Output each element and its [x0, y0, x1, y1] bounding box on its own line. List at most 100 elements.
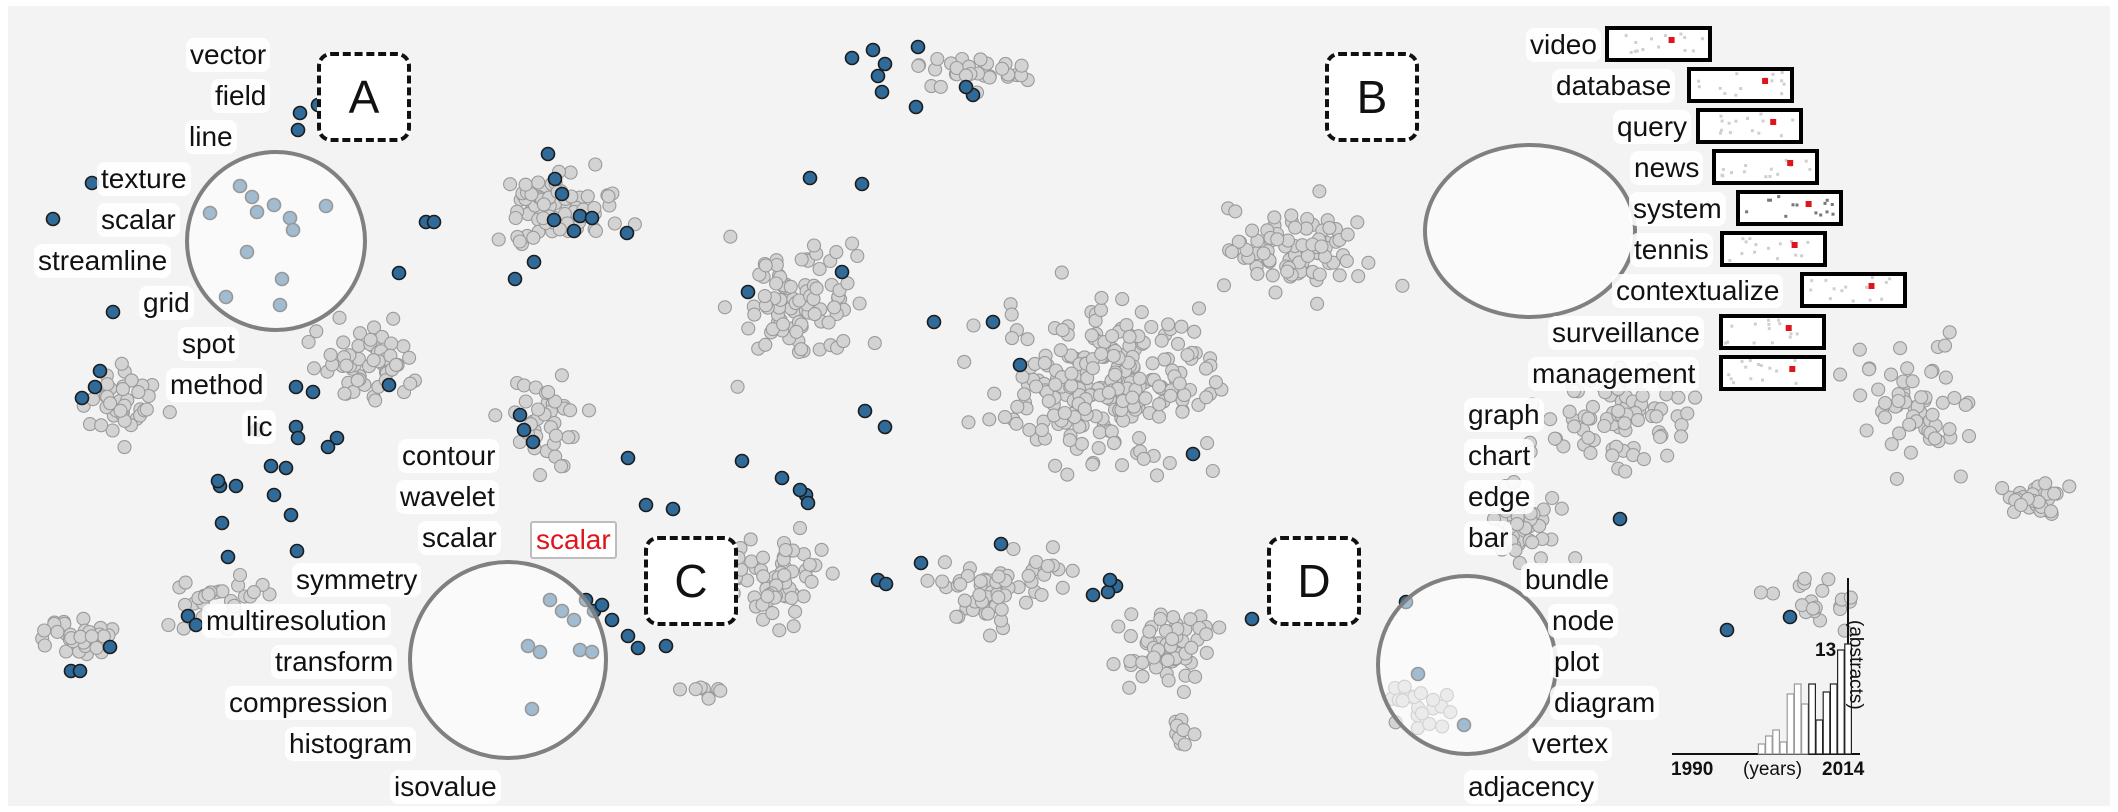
selected-point[interactable]	[105, 304, 121, 320]
point[interactable]	[1092, 425, 1107, 440]
point[interactable]	[1270, 232, 1285, 247]
point[interactable]	[920, 573, 935, 588]
point[interactable]	[1188, 669, 1203, 684]
point[interactable]	[363, 332, 378, 347]
term-video[interactable]: video	[1526, 28, 1601, 62]
point[interactable]	[1132, 371, 1147, 386]
selected-point[interactable]	[512, 407, 528, 423]
lens-d[interactable]	[1376, 574, 1558, 756]
point[interactable]	[802, 557, 817, 572]
point[interactable]	[1034, 587, 1049, 602]
point[interactable]	[76, 611, 91, 626]
selected-point[interactable]	[305, 384, 321, 400]
point[interactable]	[1154, 333, 1169, 348]
point[interactable]	[1135, 655, 1150, 670]
point[interactable]	[1200, 436, 1215, 451]
selected-point[interactable]	[619, 225, 635, 241]
point[interactable]	[756, 569, 771, 584]
point[interactable]	[852, 296, 867, 311]
point[interactable]	[201, 587, 216, 602]
selected-point[interactable]	[572, 208, 588, 224]
point[interactable]	[131, 385, 146, 400]
point[interactable]	[117, 440, 132, 455]
point[interactable]	[1543, 412, 1558, 427]
point[interactable]	[794, 252, 809, 267]
term-query[interactable]: query	[1613, 110, 1692, 144]
point[interactable]	[1859, 423, 1874, 438]
selected-point[interactable]	[926, 314, 942, 330]
term-line[interactable]: line	[185, 120, 237, 154]
point[interactable]	[588, 157, 603, 172]
point[interactable]	[688, 682, 703, 697]
point[interactable]	[1161, 673, 1176, 688]
point[interactable]	[1268, 285, 1283, 300]
point[interactable]	[580, 189, 595, 204]
point[interactable]	[972, 587, 987, 603]
selected-point[interactable]	[740, 284, 756, 300]
point[interactable]	[1935, 395, 1950, 410]
point[interactable]	[982, 412, 997, 427]
point[interactable]	[1212, 620, 1227, 635]
point[interactable]	[531, 175, 546, 190]
point[interactable]	[2062, 479, 2077, 494]
selected-point[interactable]	[188, 617, 204, 633]
point[interactable]	[966, 318, 981, 333]
point[interactable]	[1151, 409, 1167, 424]
point[interactable]	[548, 394, 563, 409]
point[interactable]	[1084, 328, 1099, 343]
point[interactable]	[1014, 58, 1029, 73]
point[interactable]	[561, 430, 576, 445]
selected-point[interactable]	[566, 223, 582, 239]
point[interactable]	[701, 691, 716, 706]
point[interactable]	[1111, 619, 1126, 634]
point[interactable]	[1332, 268, 1347, 283]
point[interactable]	[105, 423, 120, 438]
selected-point[interactable]	[263, 458, 279, 474]
point[interactable]	[336, 335, 351, 350]
point[interactable]	[1009, 416, 1024, 431]
point[interactable]	[1280, 264, 1295, 279]
point[interactable]	[1581, 411, 1596, 426]
selected-point[interactable]	[865, 42, 881, 58]
point[interactable]	[825, 566, 840, 581]
point[interactable]	[114, 356, 129, 371]
point[interactable]	[100, 377, 115, 392]
point[interactable]	[1216, 278, 1232, 293]
point[interactable]	[806, 238, 822, 253]
point[interactable]	[1228, 204, 1243, 219]
point[interactable]	[980, 606, 996, 621]
point[interactable]	[541, 385, 556, 400]
point[interactable]	[765, 606, 780, 621]
point[interactable]	[1085, 361, 1100, 376]
point[interactable]	[124, 373, 139, 388]
point[interactable]	[1060, 467, 1075, 482]
point[interactable]	[1199, 645, 1214, 660]
point[interactable]	[953, 577, 968, 592]
point[interactable]	[1871, 382, 1886, 397]
point[interactable]	[389, 357, 404, 372]
point[interactable]	[757, 289, 772, 304]
selected-point[interactable]	[516, 422, 532, 438]
selected-point[interactable]	[658, 638, 674, 654]
point[interactable]	[526, 230, 541, 245]
point[interactable]	[1053, 343, 1068, 358]
point[interactable]	[1893, 341, 1908, 356]
point[interactable]	[760, 589, 775, 604]
point[interactable]	[512, 234, 527, 249]
selected-point[interactable]	[1244, 611, 1260, 627]
point[interactable]	[1187, 727, 1202, 742]
term-scalar-a[interactable]: scalar	[97, 203, 180, 237]
point[interactable]	[1094, 290, 1109, 305]
point[interactable]	[1852, 342, 1867, 357]
point[interactable]	[1093, 302, 1109, 318]
selected-point[interactable]	[877, 419, 893, 435]
selected-point[interactable]	[290, 122, 306, 138]
point[interactable]	[1671, 390, 1686, 405]
point[interactable]	[1146, 650, 1161, 665]
term-field[interactable]: field	[211, 79, 271, 113]
point[interactable]	[1636, 452, 1651, 467]
point[interactable]	[1161, 317, 1176, 332]
point[interactable]	[1162, 456, 1177, 471]
point[interactable]	[1877, 410, 1892, 425]
selected-point[interactable]	[72, 663, 88, 679]
